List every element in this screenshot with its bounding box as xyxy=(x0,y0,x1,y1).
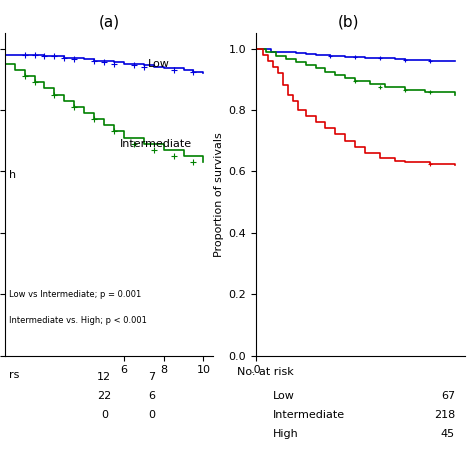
Text: Intermediate: Intermediate xyxy=(120,139,192,149)
Text: 0: 0 xyxy=(148,410,155,420)
Text: 218: 218 xyxy=(434,410,455,420)
Text: 6: 6 xyxy=(148,391,155,401)
Text: (b): (b) xyxy=(337,14,359,29)
Text: Intermediate: Intermediate xyxy=(273,410,345,420)
Text: No. at risk: No. at risk xyxy=(237,367,294,377)
Text: Low: Low xyxy=(273,391,294,401)
Text: 12: 12 xyxy=(97,372,111,382)
Text: 67: 67 xyxy=(441,391,455,401)
Text: 7: 7 xyxy=(148,372,155,382)
Text: Low vs Intermediate; p = 0.001: Low vs Intermediate; p = 0.001 xyxy=(9,291,141,300)
Text: 45: 45 xyxy=(441,429,455,439)
Text: (a): (a) xyxy=(99,14,119,29)
Y-axis label: Proportion of survivals: Proportion of survivals xyxy=(214,132,224,257)
Text: 0: 0 xyxy=(101,410,108,420)
Text: Intermediate vs. High; p < 0.001: Intermediate vs. High; p < 0.001 xyxy=(9,316,147,325)
Text: Low: Low xyxy=(148,59,170,69)
Text: High: High xyxy=(273,429,298,439)
Text: h: h xyxy=(9,170,16,180)
Text: 22: 22 xyxy=(97,391,111,401)
Text: rs: rs xyxy=(9,370,20,380)
